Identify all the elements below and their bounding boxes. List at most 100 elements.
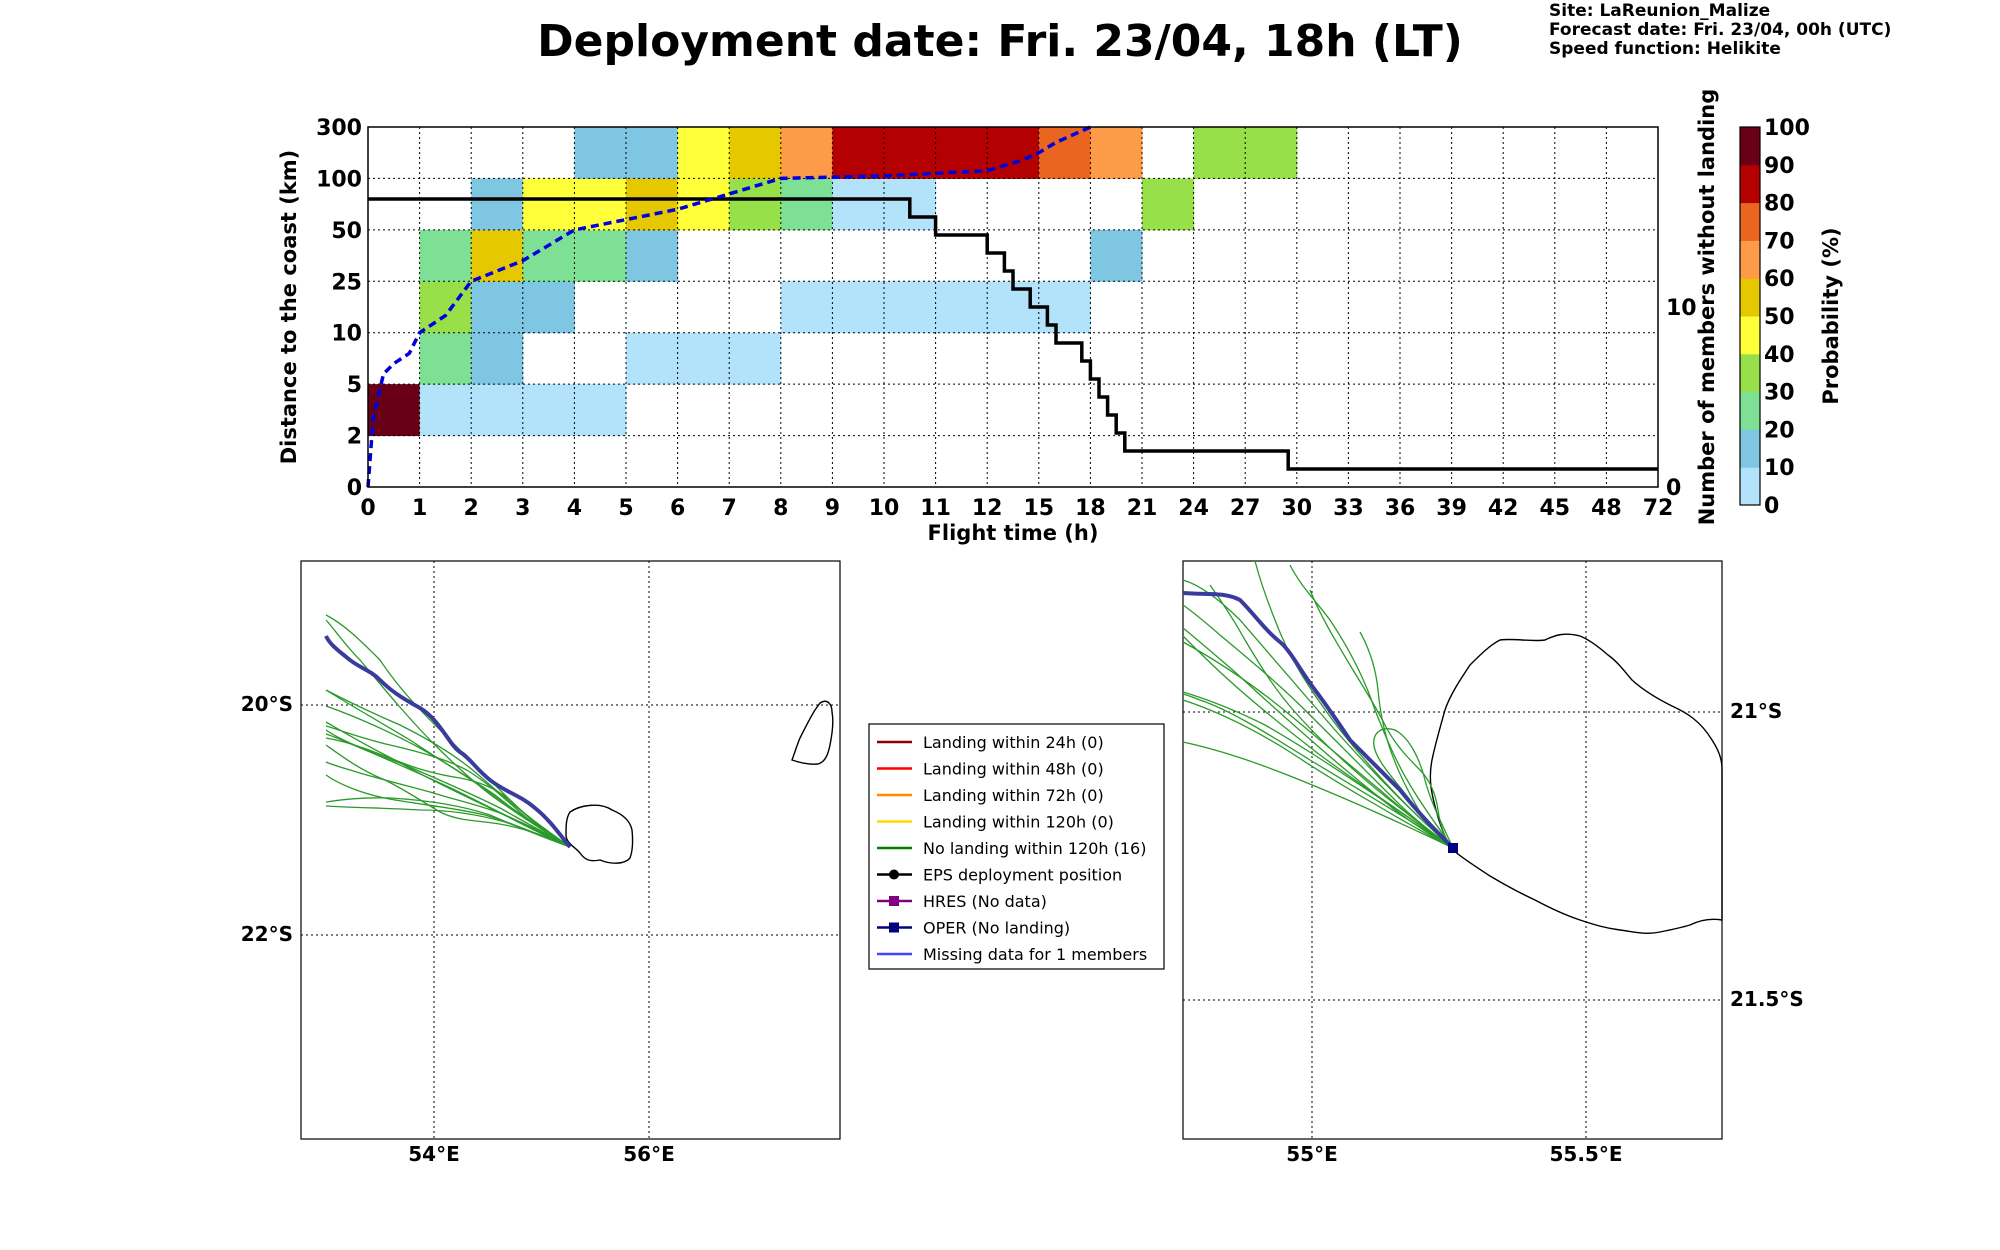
regional-map-frame — [300, 560, 841, 1140]
member-trajectory — [1182, 693, 1454, 849]
heatmap-lines — [366, 125, 1658, 488]
heatmap-cell — [574, 384, 627, 437]
heatmap-cell — [419, 332, 472, 385]
y-tick-label: 5 — [347, 373, 362, 398]
colorbar-cells — [1740, 127, 1760, 506]
speed-function-label: Speed function: Helikite — [1549, 39, 1781, 59]
oper-trajectory — [324, 635, 572, 849]
colorbar-segment — [1740, 240, 1760, 279]
colorbar-tick-label: 40 — [1764, 343, 1795, 368]
member-trajectory — [1209, 584, 1454, 849]
y-tick-label: 300 — [316, 116, 362, 141]
x-tick-label: 8 — [773, 496, 788, 521]
site-label: Site: LaReunion_Malize — [1549, 1, 1771, 21]
lon-label: 54°E — [408, 1142, 460, 1166]
colorbar-segment — [1740, 467, 1760, 506]
x-axis-label: Flight time (h) — [928, 521, 1099, 545]
x-tick-labels: 0 1 2 3 4 5 6 7 8 9 10 11 12 15 18 21 24 27 30 33 36 39 42 45 48… — [360, 496, 1673, 521]
forecast-date-label: Forecast date: Fri. 23/04, 00h (UTC) — [1549, 20, 1892, 40]
heatmap-cell — [1038, 127, 1091, 179]
x-tick-label: 10 — [869, 496, 900, 521]
reunion-island-outline-zoomed — [1429, 633, 1723, 934]
ensemble-trajectories — [325, 614, 571, 848]
legend-label: Landing within 24h (0) — [923, 733, 1104, 752]
y-tick-label: 50 — [331, 219, 362, 244]
heatmap-cell — [574, 229, 627, 282]
heatmap-cell — [987, 127, 1040, 179]
x-tick-label: 2 — [464, 496, 479, 521]
heatmap-cell — [780, 281, 833, 334]
heatmap-cell — [1090, 229, 1143, 282]
heatmap-cell — [471, 178, 524, 231]
member-trajectory — [325, 689, 571, 848]
heatmap-cell — [522, 229, 575, 282]
colorbar-tick-label: 20 — [1764, 418, 1795, 443]
heatmap-cell — [626, 127, 679, 179]
heatmap-cell — [522, 384, 575, 437]
lat-label: 22°S — [241, 922, 293, 946]
member-trajectory — [325, 761, 571, 848]
legend-box — [868, 723, 1165, 970]
ensemble-trajectories-zoomed — [1182, 560, 1454, 849]
median-distance-line — [366, 125, 1092, 488]
heatmap-cell — [1193, 127, 1246, 179]
heatmap-cell — [471, 229, 524, 282]
legend-label: Landing within 72h (0) — [923, 786, 1104, 805]
legend-marker — [889, 896, 899, 906]
legend-label: Landing within 120h (0) — [923, 813, 1114, 832]
right-y-tick-labels: 0 10 — [1666, 296, 1697, 501]
colorbar-tick-label: 80 — [1764, 192, 1795, 217]
member-trajectory — [325, 619, 571, 848]
heatmap-cell — [626, 332, 679, 385]
x-tick-label: 45 — [1539, 496, 1570, 521]
heatmap-cell — [729, 332, 782, 385]
member-trajectory — [1182, 627, 1454, 849]
chart-title: Deployment date: Fri. 23/04, 18h (LT) — [537, 16, 1463, 67]
legend-label: Missing data for 1 members — [923, 945, 1147, 964]
colorbar-segment — [1740, 127, 1760, 166]
lat-label: 21°S — [1730, 699, 1782, 723]
legend: Landing within 24h (0) Landing within 48h… — [868, 723, 1165, 970]
legend-marker — [889, 922, 899, 933]
colorbar-segment — [1740, 202, 1760, 241]
x-tick-label: 36 — [1385, 496, 1416, 521]
x-tick-label: 42 — [1488, 496, 1519, 521]
deployment-marker — [1448, 843, 1458, 853]
member-trajectory — [325, 705, 571, 848]
heatmap-cell — [832, 127, 885, 179]
member-trajectory — [1309, 589, 1454, 849]
colorbar-segment — [1740, 391, 1760, 430]
member-trajectory — [1182, 604, 1454, 849]
heatmap-cell — [368, 384, 421, 437]
y-tick-label: 2 — [347, 425, 362, 450]
legend-label: EPS deployment position — [923, 866, 1122, 885]
y-tick-label: 100 — [316, 167, 362, 192]
x-tick-label: 18 — [1075, 496, 1106, 521]
heatmap-cell — [522, 281, 575, 334]
probability-heatmap: 0 1 2 3 4 5 6 7 8 9 10 11 12 15 18 21 24 27 30 33 36 39 42 45 48… — [277, 89, 1719, 545]
x-tick-label: 12 — [972, 496, 1003, 521]
legend-label: OPER (No landing) — [923, 919, 1070, 938]
x-tick-label: 5 — [618, 496, 633, 521]
heatmap-cell — [471, 332, 524, 385]
zoomed-map-labels: 21°S 21.5°S 55°E 55.5°E — [1286, 699, 1804, 1166]
x-tick-label: 30 — [1281, 496, 1312, 521]
lon-label: 55°E — [1286, 1142, 1338, 1166]
heatmap-cell — [677, 178, 730, 231]
colorbar-tick-labels: 0 10 20 30 40 50 60 70 80 90 100 — [1764, 116, 1810, 519]
x-tick-label: 24 — [1178, 496, 1209, 521]
colorbar-segment — [1740, 278, 1760, 317]
x-tick-label: 4 — [567, 496, 582, 521]
heatmap-cell — [419, 229, 472, 282]
x-tick-label: 33 — [1333, 496, 1364, 521]
colorbar-tick-label: 70 — [1764, 229, 1795, 254]
heatmap-cell — [832, 281, 885, 334]
x-tick-label: 9 — [825, 496, 840, 521]
colorbar-segment — [1740, 164, 1760, 204]
lon-label: 55.5°E — [1549, 1142, 1622, 1166]
member-trajectory — [1289, 564, 1454, 849]
member-trajectory — [1182, 579, 1454, 849]
colorbar-tick-label: 50 — [1764, 305, 1795, 330]
